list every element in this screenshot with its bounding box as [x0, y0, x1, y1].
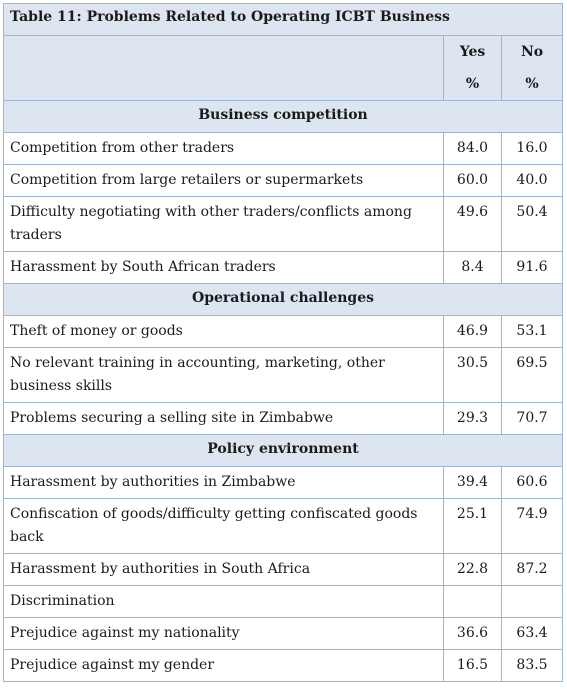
section-row: Policy environment: [2, 434, 564, 467]
header-yes: Yes %: [443, 35, 502, 101]
table-row: Prejudice against my gender 16.5 83.5: [3, 649, 564, 682]
row-label: Discrimination: [3, 585, 444, 618]
section-heading: Policy environment: [2, 434, 564, 467]
header-no-label: No: [520, 44, 544, 60]
row-label: Harassment by South African traders: [3, 251, 444, 284]
yes-value: 36.6: [443, 617, 502, 650]
table-title: Table 11: Problems Related to Operating …: [2, 3, 564, 36]
yes-value: [443, 585, 502, 618]
yes-value: 39.4: [443, 466, 502, 499]
row-label: Theft of money or goods: [3, 315, 444, 348]
yes-value: 84.0: [443, 132, 502, 165]
row-label: Harassment by authorities in Zimbabwe: [3, 466, 444, 499]
no-value: [500, 585, 564, 618]
row-label: No relevant training in accounting, mark…: [3, 347, 444, 403]
section-heading: Operational challenges: [2, 283, 564, 316]
no-value: 74.9: [500, 498, 564, 554]
no-value: 60.6: [500, 466, 564, 499]
header-no-unit: %: [525, 76, 539, 92]
table-row: Harassment by South African traders 8.4 91…: [3, 251, 564, 284]
table-row: Problems securing a selling site in Zimb…: [3, 402, 564, 435]
no-value: 40.0: [500, 164, 564, 197]
row-label: Competition from large retailers or supe…: [3, 164, 444, 197]
yes-value: 30.5: [443, 347, 502, 403]
yes-value: 60.0: [443, 164, 502, 197]
header-blank-cell: [3, 35, 444, 101]
title-row: Table 11: Problems Related to Operating …: [2, 3, 564, 36]
no-value: 53.1: [500, 315, 564, 348]
no-value: 16.0: [500, 132, 564, 165]
section-row: Operational challenges: [2, 283, 564, 316]
no-value: 91.6: [500, 251, 564, 284]
table-row: Competition from large retailers or supe…: [3, 164, 564, 197]
table-row: Difficulty negotiating with other trader…: [3, 196, 564, 252]
row-label: Problems securing a selling site in Zimb…: [3, 402, 444, 435]
section-row: Business competition: [2, 100, 564, 133]
yes-value: 16.5: [443, 649, 502, 682]
yes-value: 22.8: [443, 553, 502, 586]
yes-value: 8.4: [443, 251, 502, 284]
data-table: Table 11: Problems Related to Operating …: [2, 3, 564, 682]
no-value: 63.4: [500, 617, 564, 650]
table-row: No relevant training in accounting, mark…: [3, 347, 564, 403]
section-heading: Business competition: [2, 100, 564, 133]
yes-value: 49.6: [443, 196, 502, 252]
table-row: Harassment by authorities in South Afric…: [3, 553, 564, 586]
table-row: Competition from other traders 84.0 16.0: [3, 132, 564, 165]
table-row: Theft of money or goods 46.9 53.1: [3, 315, 564, 348]
row-label: Confiscation of goods/difficulty getting…: [3, 498, 444, 554]
table-row: Discrimination: [3, 585, 564, 618]
no-value: 87.2: [500, 553, 564, 586]
header-yes-label: Yes: [459, 44, 486, 60]
header-row: Yes % No %: [3, 35, 564, 101]
table-row: Confiscation of goods/difficulty getting…: [3, 498, 564, 554]
no-value: 70.7: [500, 402, 564, 435]
table-row: Prejudice against my nationality 36.6 63.4: [3, 617, 564, 650]
table-container: Table 11: Problems Related to Operating …: [2, 3, 564, 682]
no-value: 83.5: [500, 649, 564, 682]
row-label: Competition from other traders: [3, 132, 444, 165]
table-row: Harassment by authorities in Zimbabwe 39.…: [3, 466, 564, 499]
yes-value: 25.1: [443, 498, 502, 554]
header-no: No %: [500, 35, 564, 101]
row-label: Prejudice against my gender: [3, 649, 444, 682]
no-value: 69.5: [500, 347, 564, 403]
yes-value: 46.9: [443, 315, 502, 348]
row-label: Prejudice against my nationality: [3, 617, 444, 650]
row-label: Harassment by authorities in South Afric…: [3, 553, 444, 586]
header-yes-unit: %: [465, 76, 480, 92]
yes-value: 29.3: [443, 402, 502, 435]
no-value: 50.4: [500, 196, 564, 252]
row-label: Difficulty negotiating with other trader…: [3, 196, 444, 252]
